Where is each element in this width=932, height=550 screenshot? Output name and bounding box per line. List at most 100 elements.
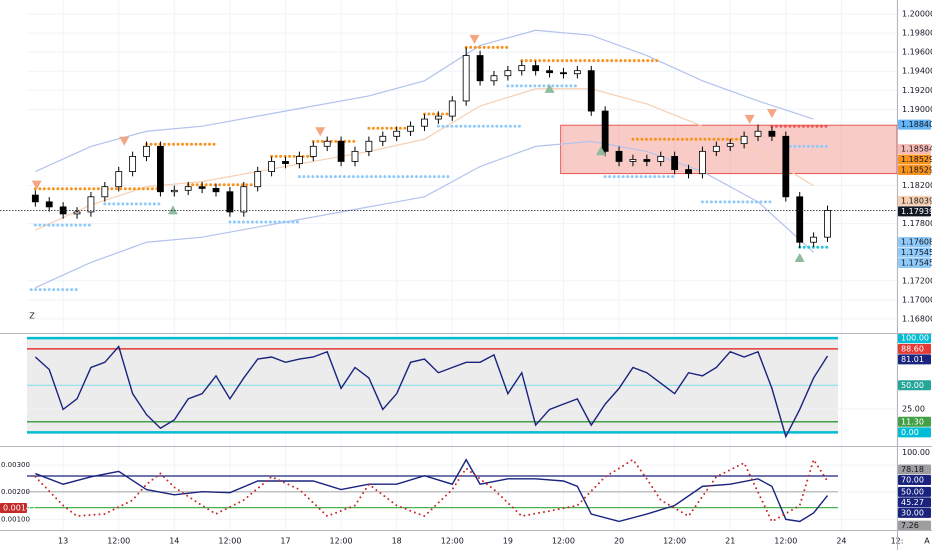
candle-body bbox=[476, 55, 484, 82]
candle-body bbox=[657, 156, 665, 162]
signal-triangle bbox=[167, 205, 178, 215]
candle-body bbox=[782, 135, 790, 198]
y-tick-label: 1.17000 bbox=[902, 295, 932, 304]
candle-body bbox=[615, 150, 623, 162]
candle-body bbox=[101, 186, 109, 198]
candle-body bbox=[157, 145, 164, 193]
candle-body bbox=[768, 130, 776, 137]
price-label: 45.27 bbox=[901, 498, 924, 507]
candle-body bbox=[462, 55, 470, 102]
candle-body bbox=[323, 140, 331, 147]
x-tick-label: 21 bbox=[725, 537, 735, 546]
candle-body bbox=[796, 196, 804, 243]
y-tick-label: 0.00100 bbox=[1, 515, 30, 523]
candle-body bbox=[712, 145, 720, 152]
x-tick-label: 12:00 bbox=[552, 537, 575, 546]
price-label-box bbox=[898, 143, 931, 154]
candle-body bbox=[198, 186, 206, 189]
price-axis bbox=[897, 0, 932, 550]
price-label: 70.00 bbox=[901, 476, 924, 485]
candle-body bbox=[421, 118, 428, 127]
candle-body bbox=[810, 236, 818, 243]
price-label: 30.00 bbox=[901, 508, 924, 517]
price-label-box bbox=[0, 502, 27, 513]
candle-body bbox=[490, 75, 498, 82]
y2-tick-label: 100.00 bbox=[902, 448, 930, 457]
candle-body bbox=[268, 161, 276, 172]
candle-body bbox=[573, 70, 581, 75]
candle-body bbox=[143, 145, 150, 157]
candle-body bbox=[212, 188, 220, 193]
price-label-box bbox=[898, 380, 931, 391]
price-label: 1.18529 bbox=[901, 155, 932, 164]
price-label-box bbox=[898, 464, 931, 475]
price-label: 78.18 bbox=[901, 465, 924, 474]
indicator-line bbox=[35, 458, 829, 523]
candle-body bbox=[87, 196, 95, 213]
x-tick-label: 18 bbox=[392, 537, 402, 546]
price-label: 1.17939 bbox=[901, 207, 932, 216]
signal-triangle bbox=[794, 252, 805, 262]
price-label: 1.17608 bbox=[901, 237, 932, 246]
price-label-box bbox=[898, 343, 931, 354]
candle-body bbox=[226, 191, 234, 213]
price-label: 1.18529 bbox=[901, 165, 932, 174]
price-label: 7.26 bbox=[901, 521, 919, 530]
candle-body bbox=[824, 210, 831, 238]
x-tick-label: 13 bbox=[58, 537, 68, 546]
price-label: 0.00142 bbox=[3, 503, 36, 512]
x-tick-label: 12:00 bbox=[441, 537, 464, 546]
price-label-box bbox=[898, 119, 931, 130]
price-label-box bbox=[898, 164, 931, 175]
x-tick-label: 14 bbox=[169, 537, 179, 546]
band-line bbox=[35, 29, 814, 173]
price-label: 0.00 bbox=[901, 428, 919, 437]
x-tick-label: 12:00 bbox=[107, 537, 130, 546]
x-tick-label: 12:00 bbox=[330, 537, 353, 546]
price-label: 1.18039 bbox=[901, 196, 932, 205]
signal-triangle bbox=[119, 136, 130, 146]
candle-body bbox=[240, 186, 248, 213]
corner-label: A bbox=[924, 537, 930, 546]
price-label-box bbox=[898, 427, 931, 438]
price-label: 50.00 bbox=[901, 487, 924, 496]
candle-body bbox=[365, 140, 373, 152]
price-label: 50.00 bbox=[901, 381, 924, 390]
price-label-box bbox=[898, 354, 931, 365]
price-label: 81.01 bbox=[901, 355, 924, 364]
candle-body bbox=[170, 189, 178, 193]
candle-body bbox=[754, 130, 762, 137]
candle-body bbox=[587, 70, 595, 112]
price-label-box bbox=[898, 486, 931, 497]
x-tick-label: 12:00 bbox=[663, 537, 686, 546]
candle-body bbox=[643, 159, 651, 162]
signal-triangle bbox=[315, 127, 326, 137]
candle-body bbox=[434, 115, 442, 120]
price-label-box bbox=[898, 416, 931, 427]
y-tick-label: 0.00200 bbox=[1, 488, 30, 496]
candle-body bbox=[295, 156, 303, 164]
price-label-box bbox=[898, 497, 931, 508]
candle-body bbox=[504, 70, 512, 77]
signal-triangle bbox=[469, 34, 480, 44]
indicator-line bbox=[34, 457, 829, 523]
candle-body bbox=[184, 186, 192, 191]
price-label-box bbox=[898, 333, 931, 344]
price-label: 1.17545 bbox=[901, 258, 932, 267]
candle-body bbox=[671, 156, 679, 170]
candle-body bbox=[393, 130, 401, 137]
candle-body bbox=[629, 159, 637, 162]
x-tick-label: 20 bbox=[614, 537, 624, 546]
signal-triangle bbox=[766, 109, 777, 119]
y-tick-label: 1.17800 bbox=[902, 219, 932, 228]
candle-body bbox=[685, 169, 692, 175]
price-label-box bbox=[898, 520, 931, 531]
y-tick-label: 0.00300 bbox=[1, 461, 30, 469]
candle-body bbox=[532, 65, 540, 72]
candle-body bbox=[282, 161, 289, 164]
price-label-box bbox=[898, 206, 931, 217]
candle-body bbox=[31, 194, 39, 203]
price-label-box bbox=[898, 247, 931, 258]
y-tick-label: 1.17200 bbox=[902, 276, 932, 285]
